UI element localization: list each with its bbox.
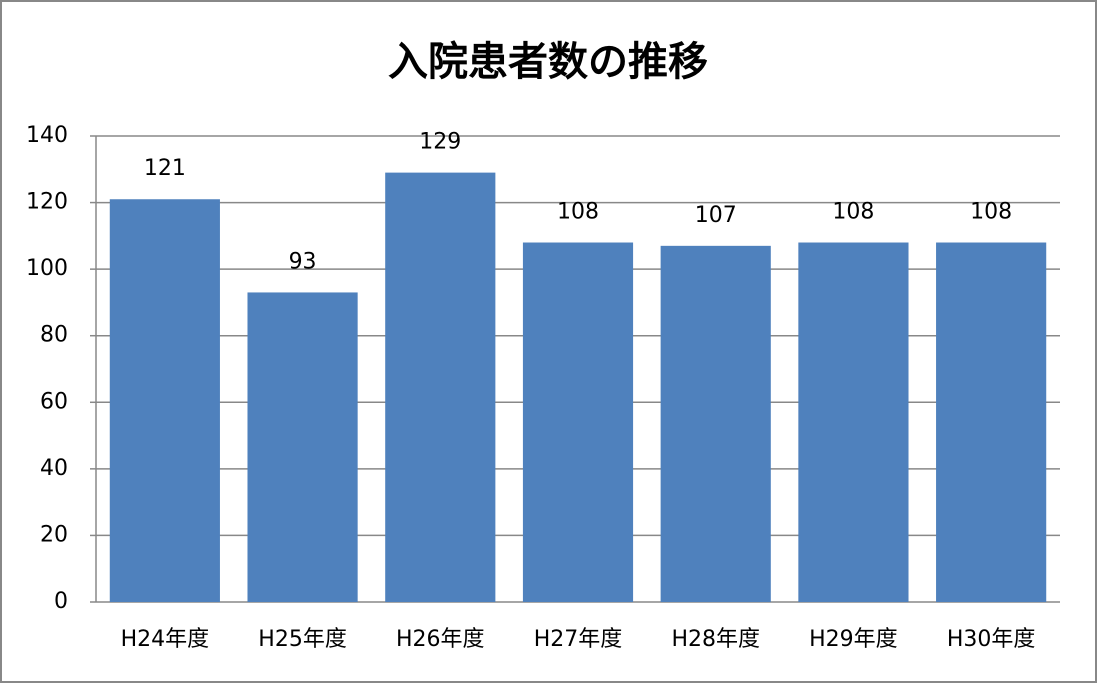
data-label: 108 [970,200,1012,225]
bar [247,292,358,602]
y-tick-label: 80 [40,323,68,348]
data-label: 121 [144,156,186,181]
x-tick-label: H25年度 [258,627,347,652]
x-tick-label: H30年度 [947,627,1036,652]
bar [522,242,634,602]
x-tick-label: H24年度 [121,627,210,652]
bar [936,242,1047,602]
data-label: 108 [557,200,599,225]
data-label: 108 [832,200,874,225]
y-tick-label: 140 [26,123,68,148]
y-tick-label: 120 [26,190,68,215]
bar [660,245,771,603]
bar [109,199,220,602]
x-tick-label: H29年度 [809,627,898,652]
chart-title: 入院患者数の推移 [388,39,708,85]
y-tick-label: 40 [40,456,68,481]
y-tick-label: 20 [40,522,68,547]
x-tick-label: H26年度 [396,627,485,652]
data-label: 129 [419,130,461,155]
bar [385,172,496,602]
bar [798,242,909,602]
data-label: 93 [289,249,317,274]
y-tick-label: 100 [26,256,68,281]
y-tick-label: 60 [40,389,68,414]
data-label: 107 [695,203,737,228]
y-tick-label: 0 [54,589,68,614]
x-tick-label: H28年度 [671,627,760,652]
x-tick-label: H27年度 [534,627,623,652]
